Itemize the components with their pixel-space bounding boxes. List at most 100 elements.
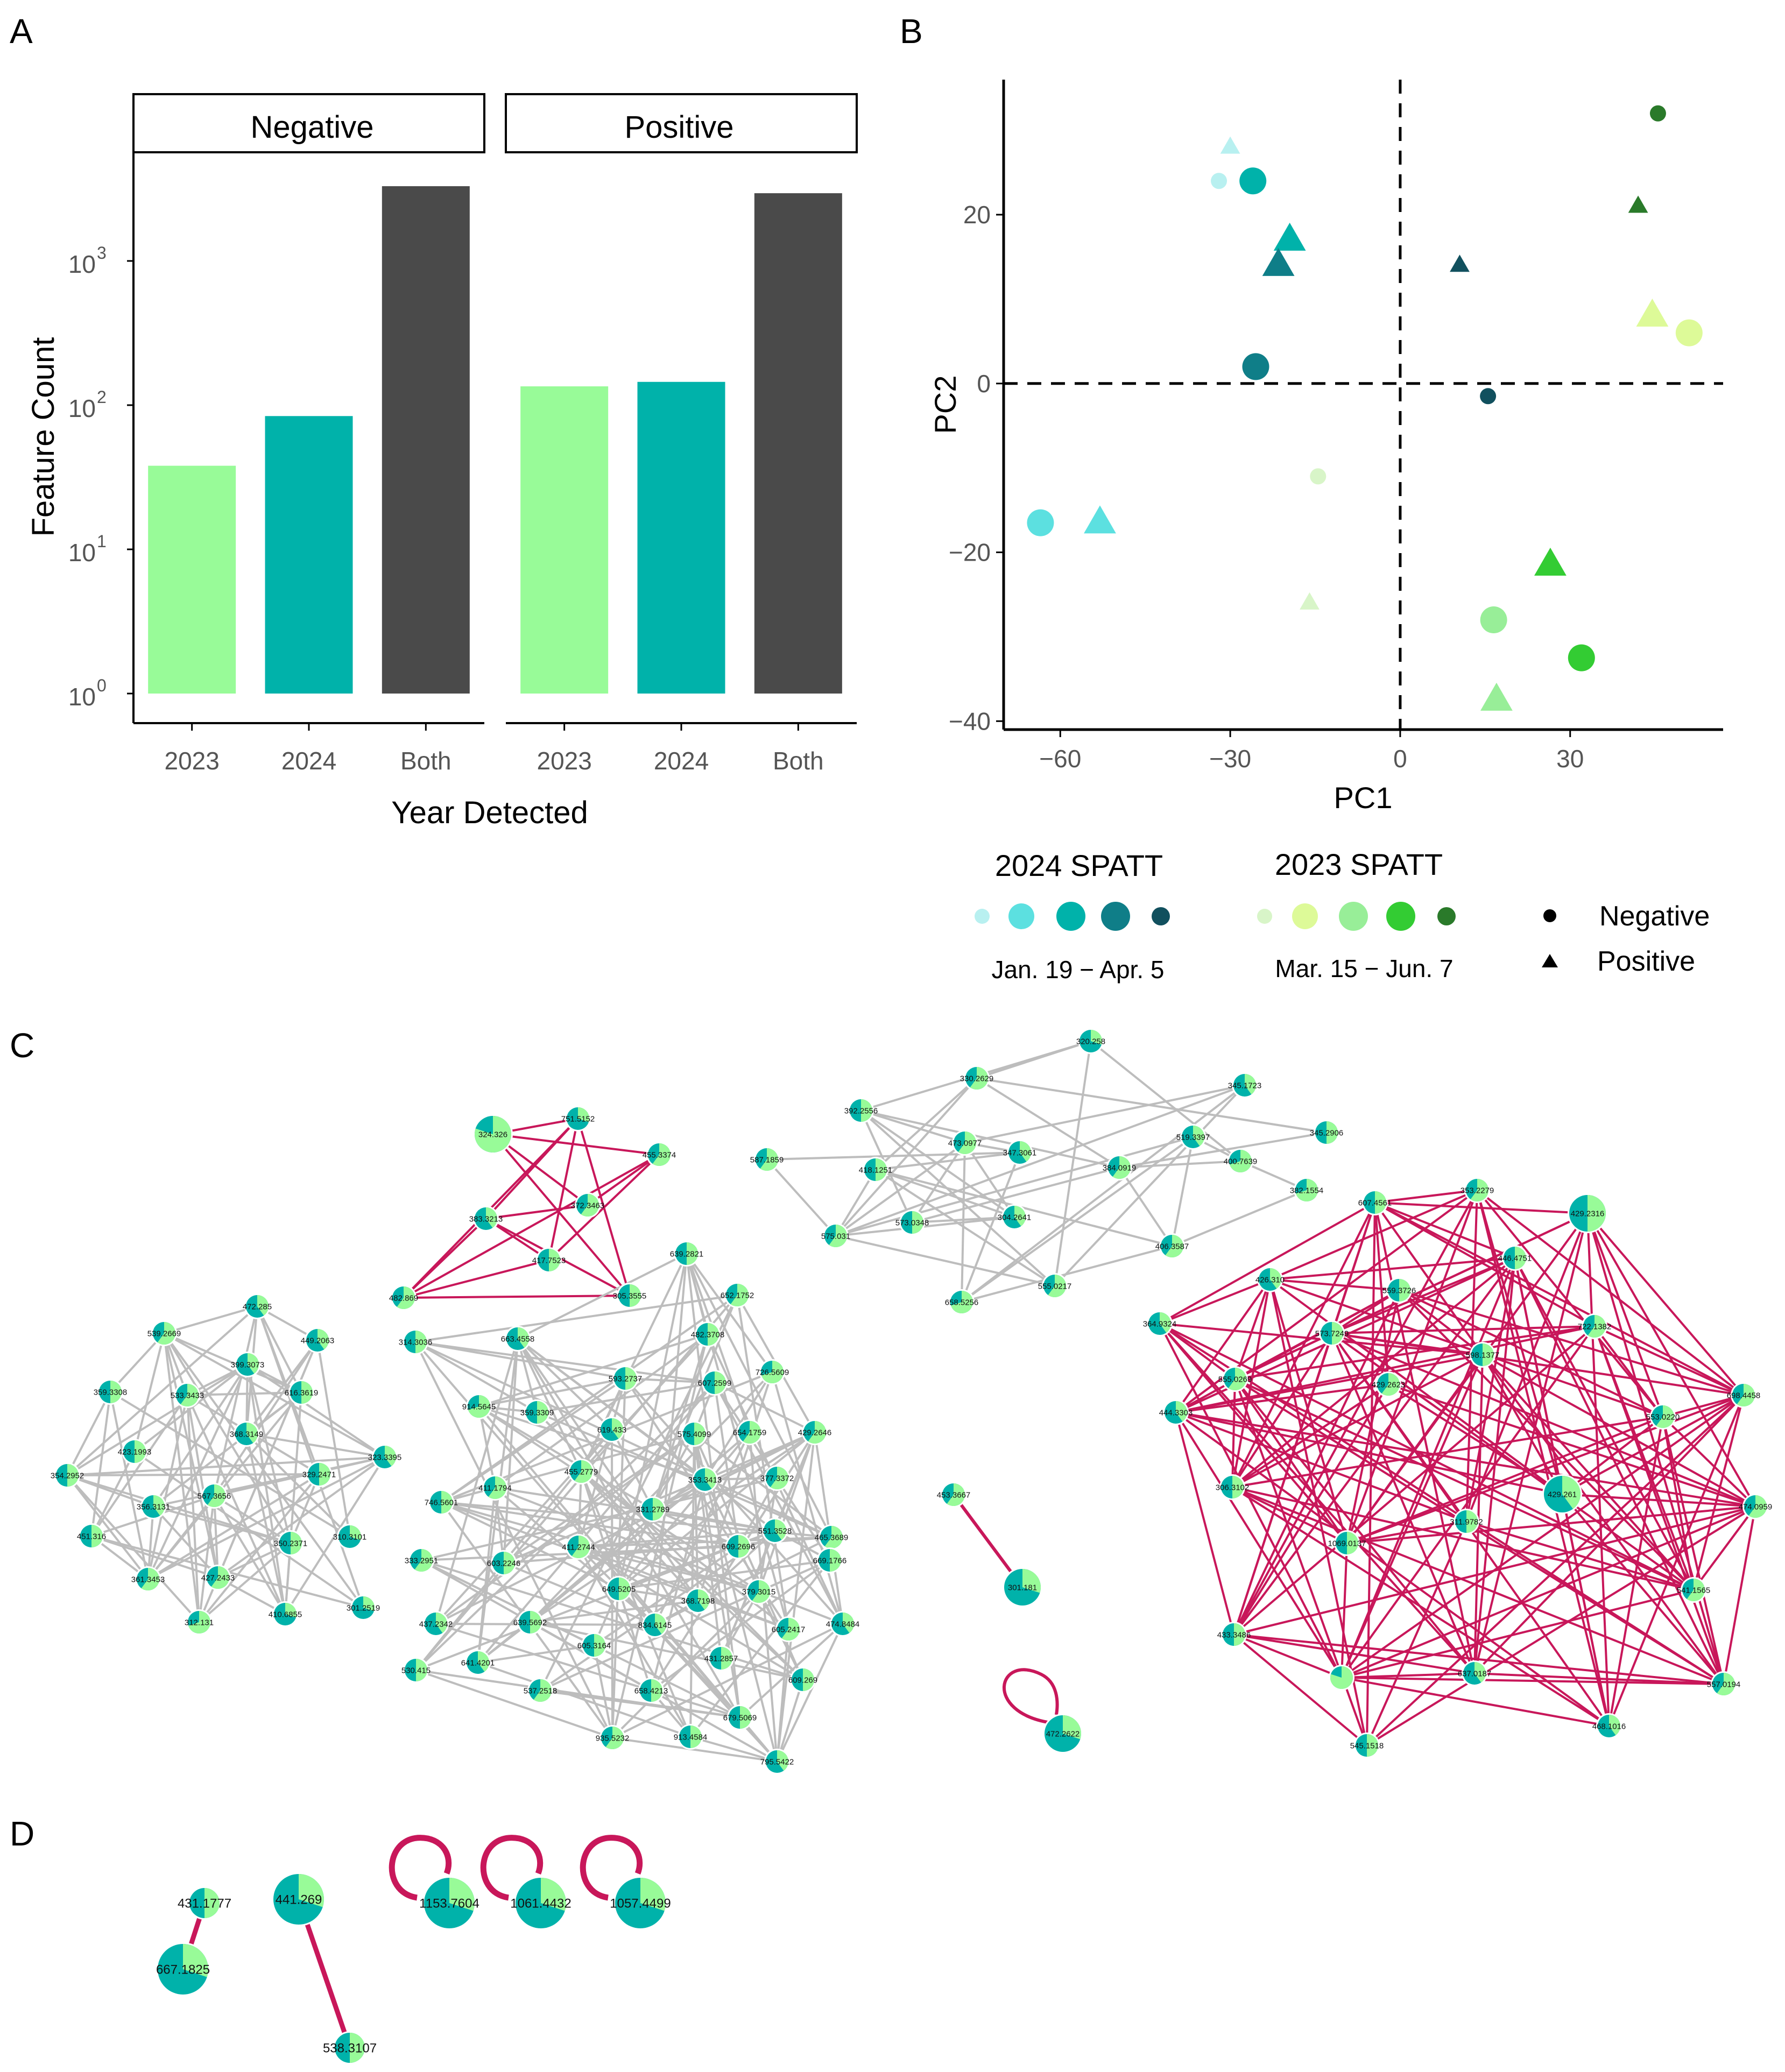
node-label: 605.3164 xyxy=(577,1641,611,1650)
node-label: 472.2622 xyxy=(1046,1729,1080,1738)
node-pie-slice xyxy=(630,1284,641,1307)
y-tick-label-a: 10 xyxy=(68,394,96,422)
network-edge xyxy=(1159,1201,1375,1325)
node-pie-slice xyxy=(183,1944,208,1977)
network-edge-selfloop xyxy=(389,1835,452,1901)
point-triangle xyxy=(1628,195,1648,213)
network-node: 530.415 xyxy=(401,1657,431,1683)
node-label: 364.9324 xyxy=(1143,1319,1177,1328)
network-node: 1061.4432 xyxy=(510,1876,572,1930)
network-node: 557.0194 xyxy=(1707,1671,1741,1697)
network-node: 551.3528 xyxy=(758,1518,792,1544)
network-edge xyxy=(316,1340,351,1537)
network-node: 722.1382 xyxy=(1578,1313,1611,1339)
node-pie-slice xyxy=(708,1323,719,1346)
node-pie-slice xyxy=(246,1423,258,1443)
node-label: 639.5692 xyxy=(513,1618,547,1627)
node-pie-slice xyxy=(715,1371,726,1394)
node-label: 329.2471 xyxy=(302,1470,336,1479)
network-node xyxy=(1329,1665,1354,1691)
network-edge xyxy=(503,1433,695,1564)
network-edge xyxy=(577,1378,626,1547)
node-pie-slice xyxy=(1375,1191,1386,1214)
node-pie-slice xyxy=(574,1460,593,1483)
node-pie-slice xyxy=(694,1423,705,1445)
network-node: 451.316 xyxy=(77,1523,106,1549)
node-pie-slice xyxy=(350,1525,362,1540)
network-edge xyxy=(477,1338,519,1663)
network-node: 609.269 xyxy=(788,1667,817,1693)
network-node: 533.3433 xyxy=(171,1382,204,1408)
node-pie-slice xyxy=(291,1532,302,1554)
network-node: 609.2696 xyxy=(722,1533,755,1559)
node-pie-slice xyxy=(1014,1206,1026,1226)
network-edge xyxy=(1331,1257,1515,1334)
network-edge xyxy=(1269,1257,1515,1281)
y-tick-label-b: −20 xyxy=(949,539,991,567)
node-pie-slice xyxy=(157,1322,176,1345)
network-node: 304.2641 xyxy=(998,1204,1032,1230)
network-edge xyxy=(415,1294,738,1343)
network-edge xyxy=(1465,1257,1516,1522)
network-node: 310.3101 xyxy=(333,1524,366,1550)
network-edge xyxy=(618,1559,830,1590)
node-pie-slice xyxy=(803,1668,814,1691)
network-node: 641.4201 xyxy=(461,1650,495,1675)
node-label: 431.1777 xyxy=(178,1896,231,1911)
x-tick-label-b: −30 xyxy=(1209,745,1251,773)
network-d-edges xyxy=(180,1835,643,2049)
node-label: 431.2857 xyxy=(704,1654,738,1663)
node-label: 541.1565 xyxy=(1677,1586,1711,1595)
network-edge xyxy=(1662,1394,1744,1418)
node-label: 658.4213 xyxy=(634,1686,668,1695)
network-node: 429.2316 xyxy=(1568,1193,1607,1233)
network-edge xyxy=(66,1391,111,1476)
node-label: 482.869 xyxy=(389,1293,418,1303)
network-edge xyxy=(1054,1084,1246,1287)
node-label: 557.0194 xyxy=(1707,1680,1741,1689)
node-pie-slice xyxy=(572,1536,590,1559)
node-pie-slice xyxy=(1296,1179,1318,1201)
node-label: 537.2518 xyxy=(524,1686,558,1695)
network-edge xyxy=(478,1405,654,1510)
network-edge xyxy=(1171,1136,1194,1247)
network-node: 305.3555 xyxy=(613,1283,646,1309)
network-edge xyxy=(1233,1257,1516,1636)
network-edge xyxy=(478,1406,496,1488)
network-node: 654.1759 xyxy=(733,1419,766,1445)
network-edge xyxy=(517,1253,687,1340)
network-edge xyxy=(835,1142,966,1237)
node-label: 473.0977 xyxy=(948,1138,982,1148)
node-label: 423.1993 xyxy=(118,1447,152,1456)
y-tick-label-exponent-a: 0 xyxy=(97,676,107,695)
network-edge xyxy=(1232,1354,1483,1488)
x-tick-label-b: 0 xyxy=(1393,745,1407,773)
network-node: 619.433 xyxy=(597,1417,626,1442)
network-edge xyxy=(1119,1132,1327,1169)
point-circle xyxy=(1310,468,1327,485)
node-label: 555.0269 xyxy=(1218,1375,1252,1384)
network-edge xyxy=(246,1363,386,1458)
node-label: 669.1766 xyxy=(813,1556,847,1565)
network-edge xyxy=(593,1645,613,1738)
legend-b: 2024 SPATT 2023 SPATT Jan. 19 − Apr. 5 M… xyxy=(975,847,1710,984)
node-pie-slice xyxy=(488,1476,507,1499)
network-edge xyxy=(1346,1521,1467,1544)
network-edge xyxy=(689,1559,831,1738)
network-edge xyxy=(1341,1677,1610,1727)
node-label: 304.2641 xyxy=(998,1213,1032,1222)
network-edge xyxy=(1233,1505,1756,1636)
network-edge xyxy=(536,1411,804,1681)
network-edge xyxy=(976,1077,1120,1169)
network-edge xyxy=(1514,1257,1725,1685)
point-triangle xyxy=(1273,222,1306,251)
network-node: 658.5256 xyxy=(945,1289,978,1315)
node-label: 400.7639 xyxy=(1224,1157,1258,1166)
network-edge xyxy=(403,1154,660,1299)
bar-negative-both xyxy=(382,186,470,694)
node-pie-slice xyxy=(687,1242,698,1265)
node-label: 429.261 xyxy=(1548,1490,1577,1499)
node-pie-slice xyxy=(537,1401,548,1424)
node-pie-slice xyxy=(698,1589,709,1610)
x-tick-label-a: Both xyxy=(773,747,824,775)
